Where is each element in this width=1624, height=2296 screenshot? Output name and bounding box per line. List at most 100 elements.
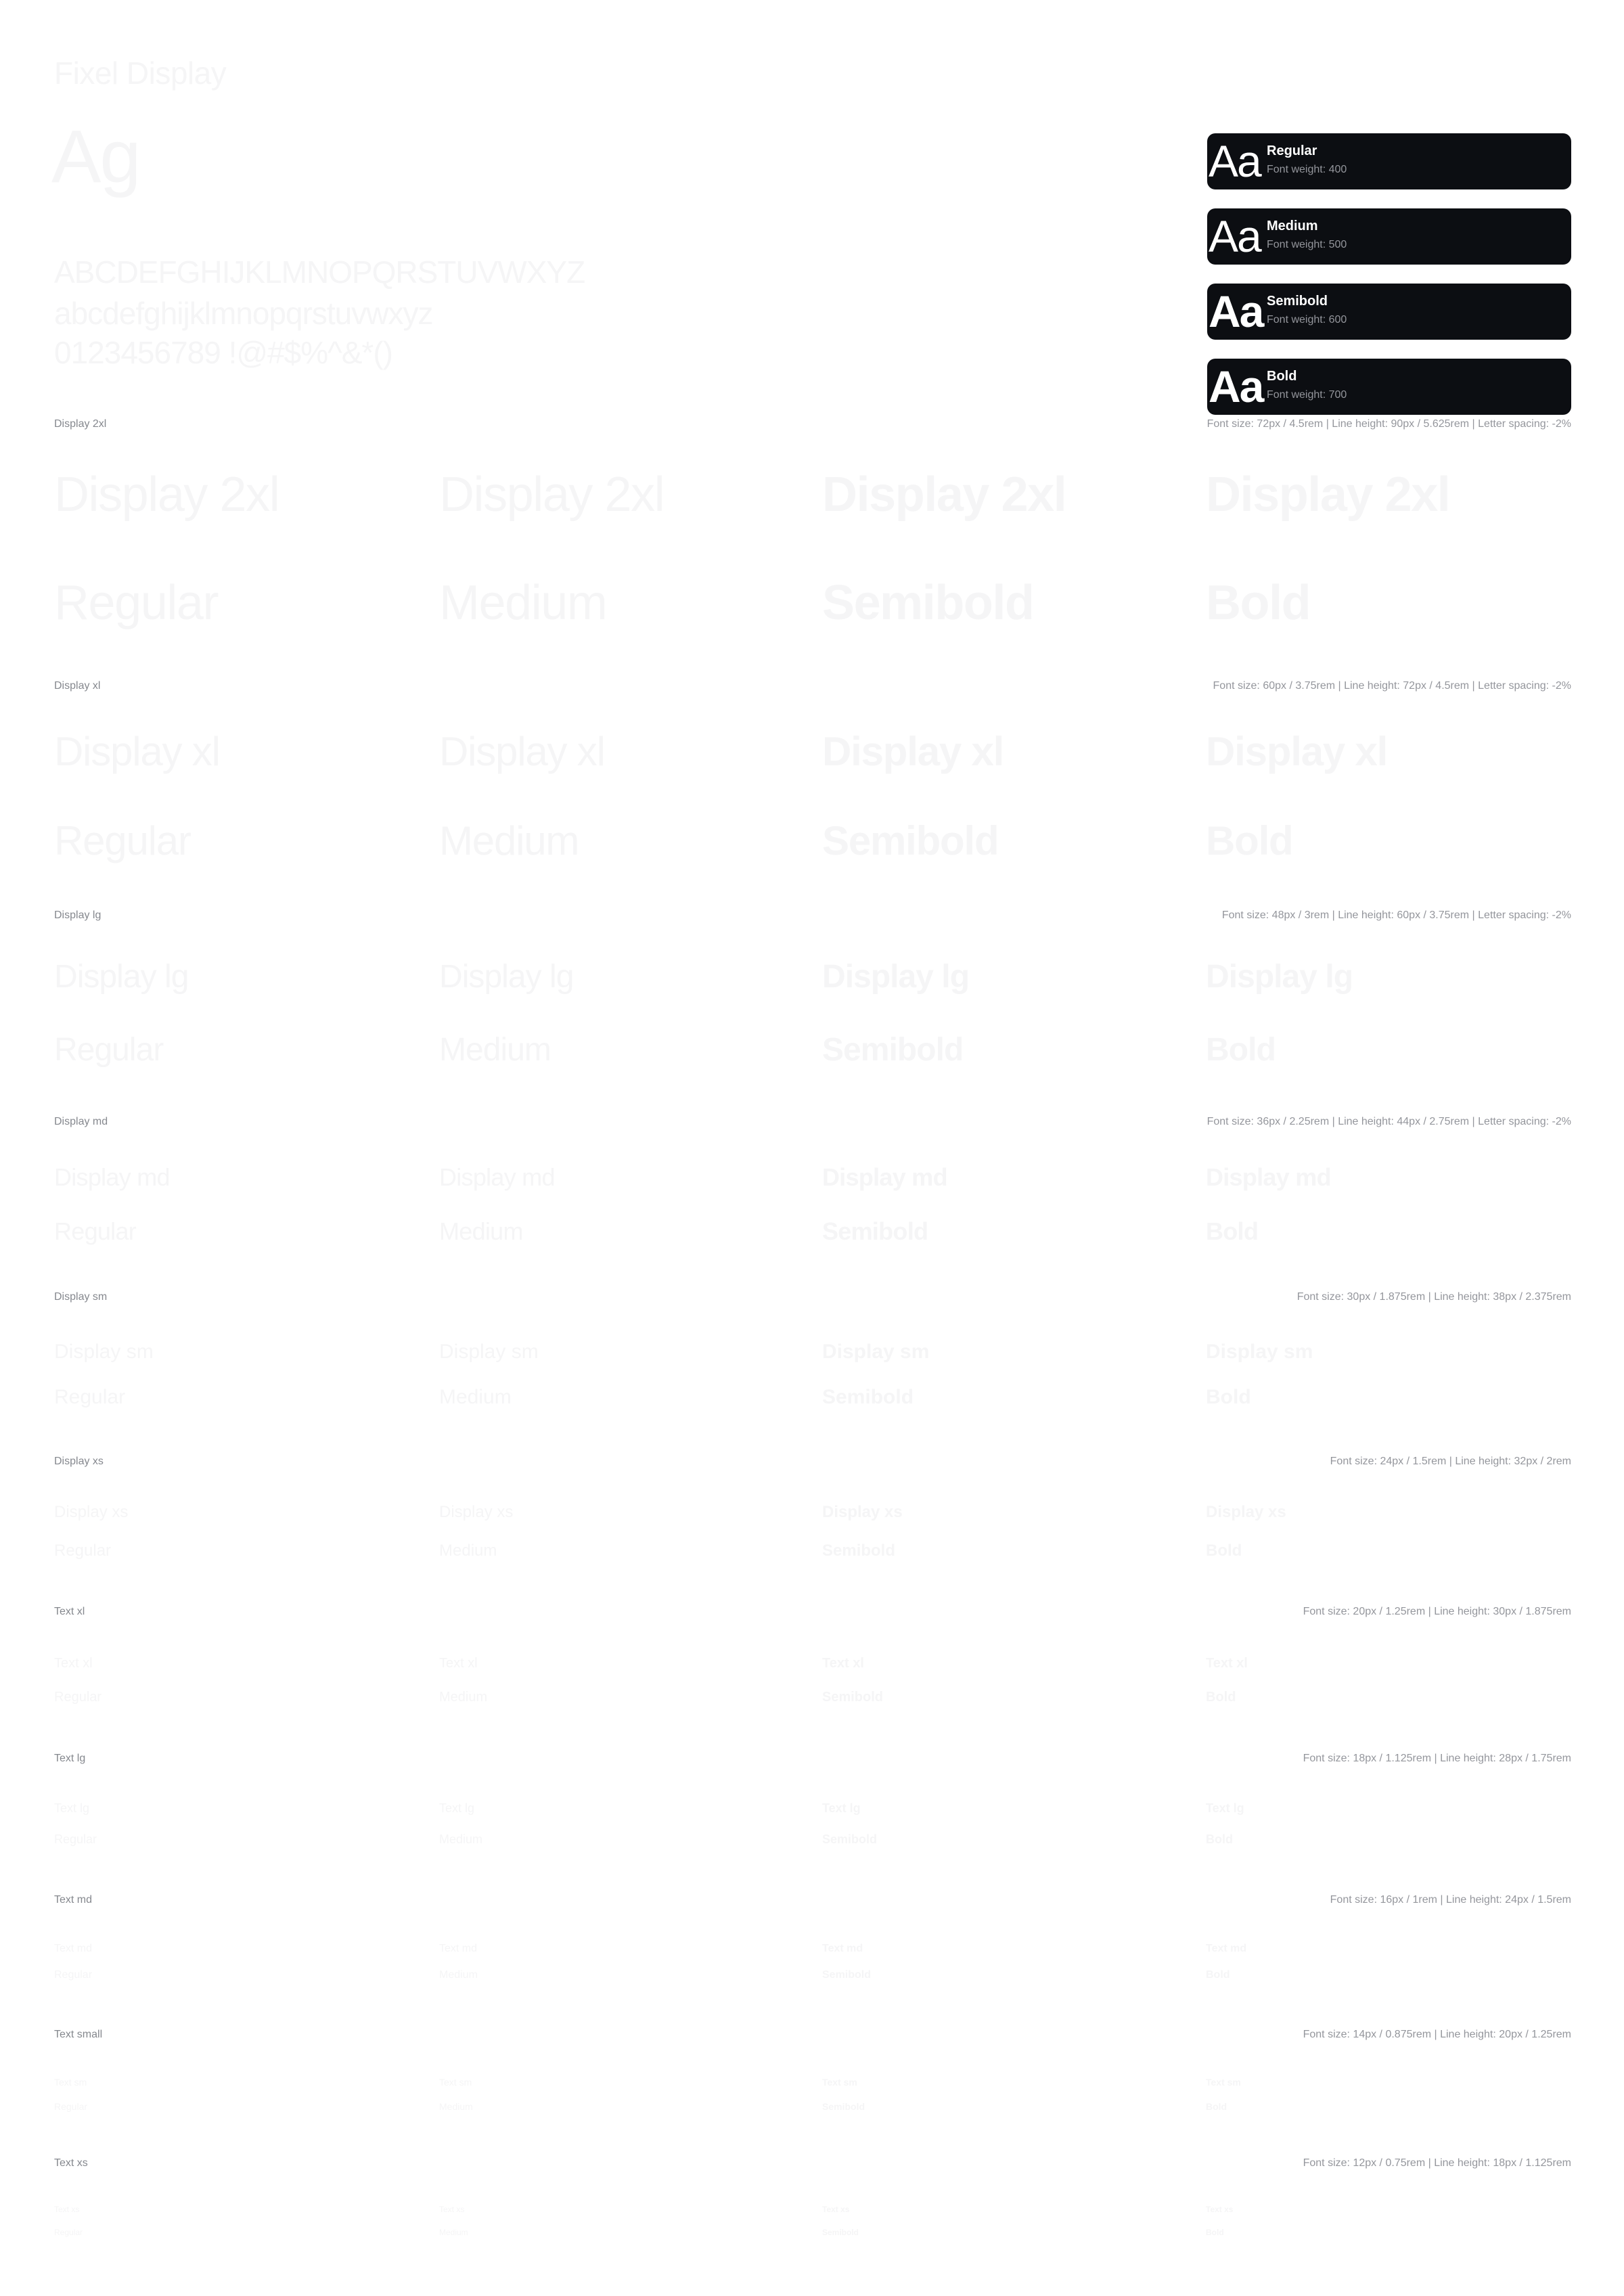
sample-weight-name: Medium — [439, 576, 608, 630]
sample-weight-name: Regular — [54, 1541, 112, 1560]
weight-card-semibold: Aa Semibold Font weight: 600 — [1207, 284, 1571, 340]
section-label: Display lg — [54, 909, 102, 921]
sample-weight-name: Bold — [1206, 1690, 1236, 1705]
section-label: Display xs — [54, 1456, 104, 1467]
sample-text: Text lg — [439, 1801, 475, 1815]
lowercase-alphabet: abcdefghijklmnopqrstuvwxyz — [54, 296, 433, 331]
sample-text: Display lg — [822, 959, 970, 995]
sample-text: Display xs — [1206, 1503, 1286, 1521]
sample-text: Text sm — [822, 2077, 857, 2088]
section-spec: Font size: 72px / 4.5rem | Line height: … — [1206, 418, 1571, 430]
section-label: Text lg — [54, 1753, 86, 1764]
sample-text: Display lg — [54, 959, 189, 995]
section-spec: Font size: 18px / 1.125rem | Line height… — [1303, 1753, 1571, 1764]
sample-weight-name: Bold — [1206, 1832, 1233, 1846]
weight-sample: Aa — [1209, 361, 1264, 411]
sample-weight-name: Bold — [1206, 818, 1294, 863]
sample-text: Display md — [822, 1163, 948, 1191]
sample-text: Display sm — [1206, 1341, 1313, 1363]
sample-text: Text lg — [822, 1801, 861, 1815]
sample-weight-name: Bold — [1206, 1541, 1242, 1560]
sample-text: Display md — [1206, 1163, 1332, 1191]
sample-weight-name: Bold — [1206, 1217, 1259, 1245]
section-spec: Font size: 30px / 1.875rem | Line height… — [1296, 1291, 1571, 1303]
sample-weight-name: Regular — [54, 818, 191, 863]
section-spec: Font size: 36px / 2.25rem | Line height:… — [1206, 1116, 1571, 1127]
section-spec: Font size: 24px / 1.5rem | Line height: … — [1330, 1456, 1571, 1467]
sample-weight-name: Regular — [54, 1217, 137, 1245]
sample-weight-name: Medium — [439, 1217, 523, 1245]
sample-text: Display sm — [439, 1341, 539, 1363]
sample-weight-name: Regular — [54, 2228, 83, 2237]
section-label: Display xl — [54, 680, 101, 692]
sample-text: Text lg — [1206, 1801, 1244, 1815]
weight-sample: Aa — [1209, 286, 1264, 336]
uppercase-alphabet: ABCDEFGHIJKLMNOPQRSTUVWXYZ — [54, 254, 585, 290]
sample-weight-name: Semibold — [822, 1541, 896, 1560]
sample-text: Display xs — [822, 1503, 903, 1521]
sample-text: Display xl — [822, 729, 1004, 774]
sample-text: Display 2xl — [822, 468, 1067, 522]
section-label: Display sm — [54, 1291, 108, 1303]
sample-weight-name: Semibold — [822, 1690, 884, 1705]
sample-text: Text md — [1206, 1943, 1247, 1954]
sample-weight-name: Semibold — [822, 2228, 859, 2237]
sample-text: Text xs — [439, 2205, 465, 2214]
weight-name: Regular — [1267, 143, 1317, 158]
numerals-symbols: 0123456789 !@#$%^&*() — [54, 335, 393, 370]
sample-text: Text lg — [54, 1801, 90, 1815]
sample-weight-name: Semibold — [822, 1832, 878, 1846]
section-spec: Font size: 48px / 3rem | Line height: 60… — [1221, 909, 1571, 921]
sample-text: Text xs — [1206, 2205, 1234, 2214]
sample-weight-name: Bold — [1206, 1386, 1251, 1408]
sample-text: Display xl — [1206, 729, 1388, 774]
weight-sample: Aa — [1209, 136, 1262, 186]
weight-detail: Font weight: 400 — [1267, 164, 1347, 175]
sample-text: Display sm — [54, 1341, 154, 1363]
sample-weight-name: Medium — [439, 1386, 512, 1408]
sample-weight-name: Medium — [439, 1832, 483, 1846]
sample-text: Display lg — [1206, 959, 1353, 995]
weight-name: Bold — [1267, 369, 1297, 384]
sample-text: Text xs — [54, 2205, 80, 2214]
sample-weight-name: Bold — [1206, 2101, 1227, 2112]
weight-card-medium: Aa Medium Font weight: 500 — [1207, 208, 1571, 265]
weight-sample: Aa — [1209, 211, 1262, 261]
sample-text: Display lg — [439, 959, 574, 995]
page-title: Fixel Display — [54, 55, 227, 91]
sample-text: Text xs — [822, 2205, 850, 2214]
sample-weight-name: Regular — [54, 1386, 126, 1408]
sample-text: Display 2xl — [439, 468, 665, 522]
sample-text: Text sm — [54, 2077, 87, 2088]
weight-detail: Font weight: 600 — [1267, 314, 1347, 325]
sample-weight-name: Medium — [439, 1690, 488, 1705]
weight-card-regular: Aa Regular Font weight: 400 — [1207, 133, 1571, 189]
sample-weight-name: Semibold — [822, 1386, 914, 1408]
section-label: Display 2xl — [54, 418, 107, 430]
sample-weight-name: Bold — [1206, 576, 1311, 630]
sample-text: Text md — [439, 1943, 478, 1954]
sample-text: Display xs — [54, 1503, 129, 1521]
section-spec: Font size: 60px / 3.75rem | Line height:… — [1213, 680, 1571, 692]
section-label: Text xs — [54, 2157, 88, 2169]
sample-weight-name: Bold — [1206, 1969, 1230, 1981]
sample-text: Display xl — [54, 729, 221, 774]
section-spec: Font size: 12px / 0.75rem | Line height:… — [1303, 2157, 1571, 2169]
weight-card-bold: Aa Bold Font weight: 700 — [1207, 359, 1571, 415]
sample-weight-name: Medium — [439, 2228, 468, 2237]
section-spec: Font size: 16px / 1rem | Line height: 24… — [1330, 1894, 1571, 1906]
sample-text: Display xs — [439, 1503, 514, 1521]
section-label: Text md — [54, 1894, 93, 1906]
sample-weight-name: Bold — [1206, 1032, 1276, 1068]
sample-text: Text sm — [1206, 2077, 1241, 2088]
sample-weight-name: Medium — [439, 1541, 497, 1560]
weight-name: Medium — [1267, 219, 1318, 233]
sample-weight-name: Semibold — [822, 576, 1035, 630]
sample-weight-name: Bold — [1206, 2228, 1224, 2237]
section-label: Display md — [54, 1116, 108, 1127]
sample-weight-name: Regular — [54, 1969, 93, 1981]
sample-text: Text xl — [822, 1656, 864, 1671]
sample-weight-name: Semibold — [822, 818, 999, 863]
sample-weight-name: Semibold — [822, 1217, 928, 1245]
sample-weight-name: Regular — [54, 1032, 164, 1068]
